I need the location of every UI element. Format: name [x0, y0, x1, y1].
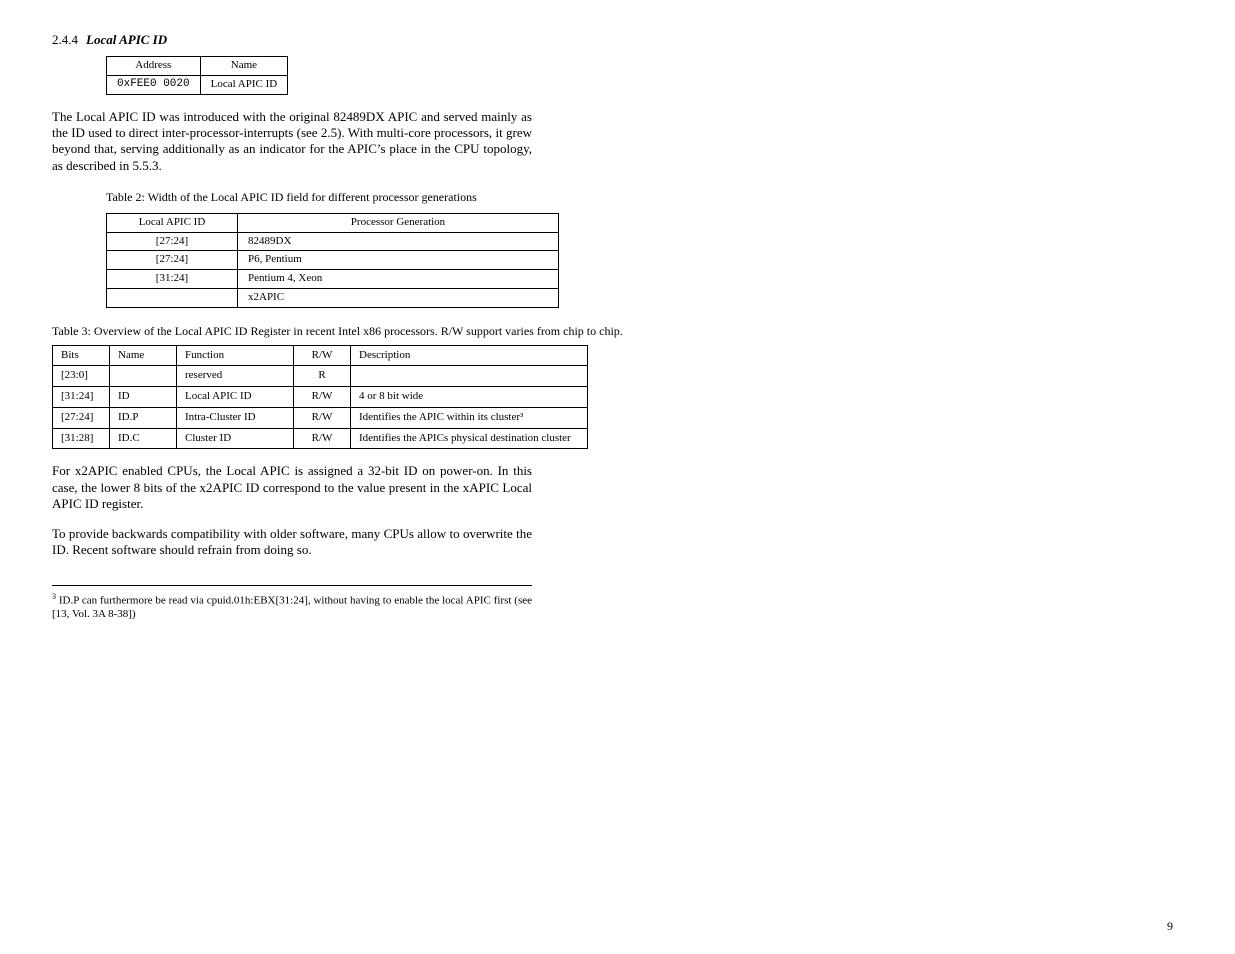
register-address-table: Address Name 0xFEE0 0020 Local APIC ID: [106, 56, 288, 95]
table-header: Description: [351, 345, 588, 366]
table-cell: reserved: [177, 366, 294, 387]
table-cell: [27:24]: [107, 251, 238, 270]
table-cell: 82489DX: [238, 232, 559, 251]
table-cell: 4 or 8 bit wide: [351, 387, 588, 408]
table-row: 0xFEE0 0020 Local APIC ID: [107, 76, 288, 95]
table-header-row: Bits Name Function R/W Description: [53, 345, 588, 366]
table3-caption: Table 3: Overview of the Local APIC ID R…: [52, 324, 1183, 339]
table-cell: Local APIC ID: [200, 76, 288, 95]
footnote: 3 ID.P can furthermore be read via cpuid…: [52, 592, 532, 622]
apic-id-register-table: Bits Name Function R/W Description [23:0…: [52, 345, 588, 450]
table-row: [23:0] reserved R: [53, 366, 588, 387]
table-header: Processor Generation: [238, 213, 559, 232]
table-cell: Local APIC ID: [177, 387, 294, 408]
table-cell: R/W: [294, 407, 351, 428]
table-cell: Identifies the APICs physical destinatio…: [351, 428, 588, 449]
table-cell: Identifies the APIC within its cluster³: [351, 407, 588, 428]
table-cell: R/W: [294, 387, 351, 408]
table-header-row: Address Name: [107, 57, 288, 76]
table-cell: [31:28]: [53, 428, 110, 449]
table-cell: 0xFEE0 0020: [107, 76, 201, 95]
table-row: x2APIC: [107, 288, 559, 307]
section-header: 2.4.4 Local APIC ID: [52, 32, 1183, 48]
table-cell: [351, 366, 588, 387]
table-header: Bits: [53, 345, 110, 366]
footnote-rule: [52, 585, 532, 586]
table-cell: x2APIC: [238, 288, 559, 307]
table-cell: [110, 366, 177, 387]
table-cell: [27:24]: [107, 232, 238, 251]
section-title: Local APIC ID: [86, 32, 167, 48]
table-header: Function: [177, 345, 294, 366]
table2-caption: Table 2: Width of the Local APIC ID fiel…: [106, 190, 1183, 205]
table-cell: [27:24]: [53, 407, 110, 428]
footnote-text: ID.P can furthermore be read via cpuid.0…: [52, 595, 532, 621]
table-row: [27:24] P6, Pentium: [107, 251, 559, 270]
table-cell: [107, 288, 238, 307]
table-cell: ID.C: [110, 428, 177, 449]
table-cell: ID: [110, 387, 177, 408]
table-header: R/W: [294, 345, 351, 366]
table-cell: [31:24]: [107, 270, 238, 289]
paragraph: To provide backwards compatibility with …: [52, 526, 532, 559]
table-cell: R: [294, 366, 351, 387]
table-header: Local APIC ID: [107, 213, 238, 232]
table-row: [27:24] 82489DX: [107, 232, 559, 251]
table-header: Name: [110, 345, 177, 366]
table-row: [31:24] ID Local APIC ID R/W 4 or 8 bit …: [53, 387, 588, 408]
table-cell: P6, Pentium: [238, 251, 559, 270]
table-row: [31:28] ID.C Cluster ID R/W Identifies t…: [53, 428, 588, 449]
table-header: Name: [200, 57, 288, 76]
table-cell: R/W: [294, 428, 351, 449]
paragraph: The Local APIC ID was introduced with th…: [52, 109, 532, 174]
section-number: 2.4.4: [52, 32, 78, 48]
page-number: 9: [1167, 919, 1173, 934]
table-row: [31:24] Pentium 4, Xeon: [107, 270, 559, 289]
table-header: Address: [107, 57, 201, 76]
table-cell: [23:0]: [53, 366, 110, 387]
table-row: [27:24] ID.P Intra-Cluster ID R/W Identi…: [53, 407, 588, 428]
footnote-number: 3: [52, 592, 56, 601]
table-cell: ID.P: [110, 407, 177, 428]
paragraph: For x2APIC enabled CPUs, the Local APIC …: [52, 463, 532, 512]
table-header-row: Local APIC ID Processor Generation: [107, 213, 559, 232]
table-cell: [31:24]: [53, 387, 110, 408]
apic-id-width-table: Local APIC ID Processor Generation [27:2…: [106, 213, 559, 308]
table-cell: Pentium 4, Xeon: [238, 270, 559, 289]
table-cell: Intra-Cluster ID: [177, 407, 294, 428]
table-cell: Cluster ID: [177, 428, 294, 449]
